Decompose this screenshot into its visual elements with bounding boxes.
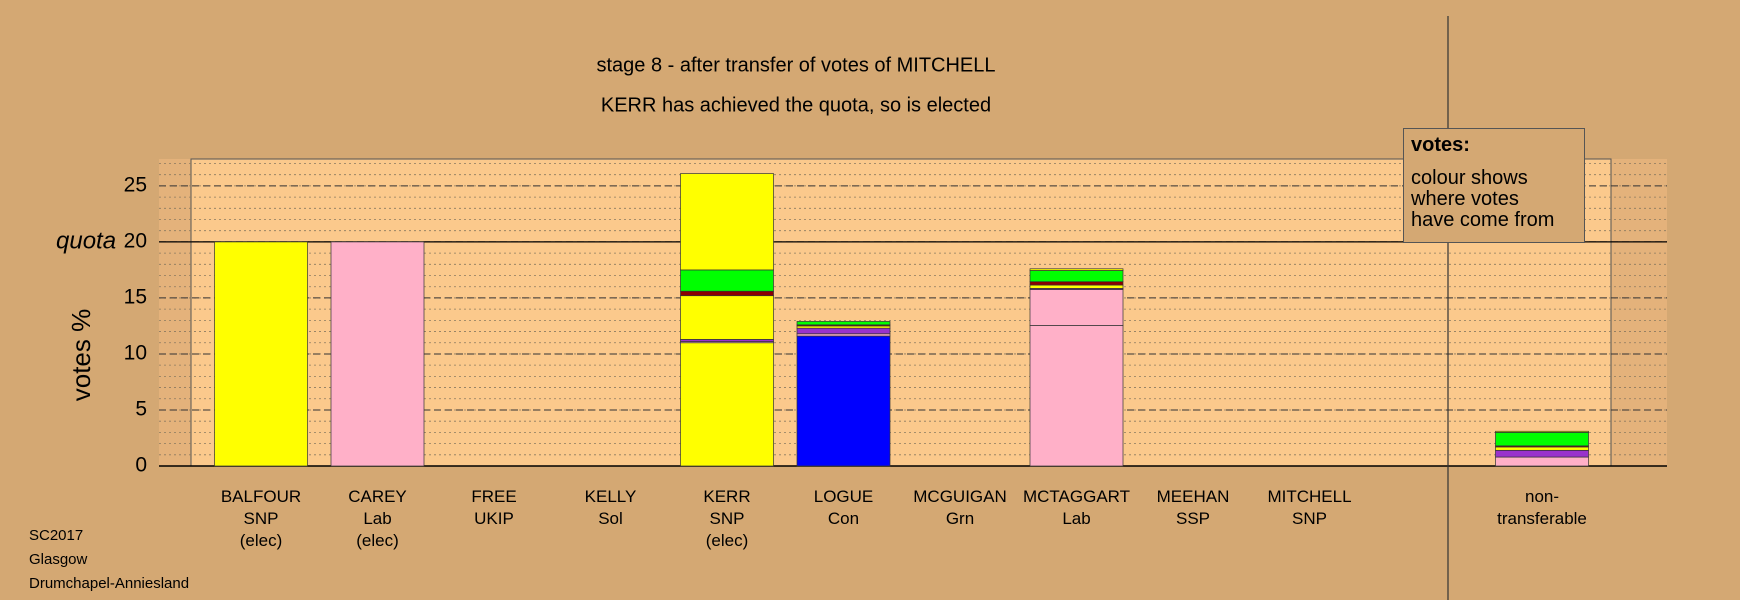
party-label: SNP [243,509,279,528]
footer-text: Glasgow [29,551,88,568]
bar-segment [1495,432,1589,447]
legend-title: votes: [1411,134,1470,156]
bar-segment [1029,289,1124,326]
x-tick-label: KERR [703,487,751,506]
bar-segment [1495,456,1589,467]
legend-line: colour shows [1411,167,1528,189]
bar-segment [1029,284,1124,289]
x-tick-label: MCTAGGART [1022,487,1131,506]
x-tick-label: KELLY [584,487,637,506]
bar-segment [1495,430,1589,433]
y-tick-label: 0 [135,454,147,477]
status-label: (elec) [239,531,283,550]
bar-segment [680,295,774,340]
party-label: UKIP [474,509,514,528]
footer-text: SC2017 [29,527,84,544]
bar-segment [214,241,308,467]
x-tick-label: MEEHAN [1156,487,1230,506]
x-tick-label: LOGUE [813,487,874,506]
bar-segment [796,335,891,467]
bar-segment [680,269,774,292]
legend-line: where votes [1411,188,1519,210]
bar-segment [680,290,774,297]
party-label: SNP [709,509,745,528]
party-label: Sol [598,509,623,528]
bar-segment [330,241,425,467]
bar-segment [1029,281,1124,286]
y-axis-label: votes % [66,309,96,402]
party-label: Con [827,509,860,528]
y-tick-label: 20 [124,229,147,252]
bar-segment [680,342,774,467]
x-tick-label: BALFOUR [220,487,302,506]
bar-segment [1029,268,1124,271]
party-label: Grn [945,509,975,528]
bar-segment [796,321,891,326]
bar-segment [680,173,774,271]
bar-segment [1029,325,1124,467]
x-tick-label: non-transferable [1497,487,1587,528]
y-tick-label: 15 [124,285,147,308]
x-tick-label: CAREY [348,487,407,506]
bar-segment [796,327,891,335]
x-tick-label: MITCHELL [1267,487,1352,506]
status-label: (elec) [356,531,399,550]
x-tick-label: MCGUIGAN [913,487,1007,506]
y-tick-label: 25 [124,173,147,196]
party-label: SSP [1175,509,1211,528]
legend-box: votes: colour shows where votes have come … [1403,128,1585,243]
x-tick-label: FREE [471,487,517,506]
y-tick-label: 5 [135,398,147,421]
bar-segment [1495,449,1589,458]
footer-text: Drumchapel-Anniesland [29,575,190,592]
chart-title: stage 8 - after transfer of votes of MIT… [596,54,995,76]
y-tick-label: 10 [124,342,147,365]
quota-label: quota [56,227,116,254]
status-label: (elec) [705,531,749,550]
bar-segment [1029,270,1124,283]
party-label: Lab [363,509,392,528]
party-label: SNP [1292,509,1327,528]
plot-inner [190,158,1612,467]
party-label: Lab [1062,509,1091,528]
bar-segment [1495,446,1589,451]
chart-subtitle: KERR has achieved the quota, so is elect… [601,94,991,116]
legend-line: have come from [1411,209,1555,231]
